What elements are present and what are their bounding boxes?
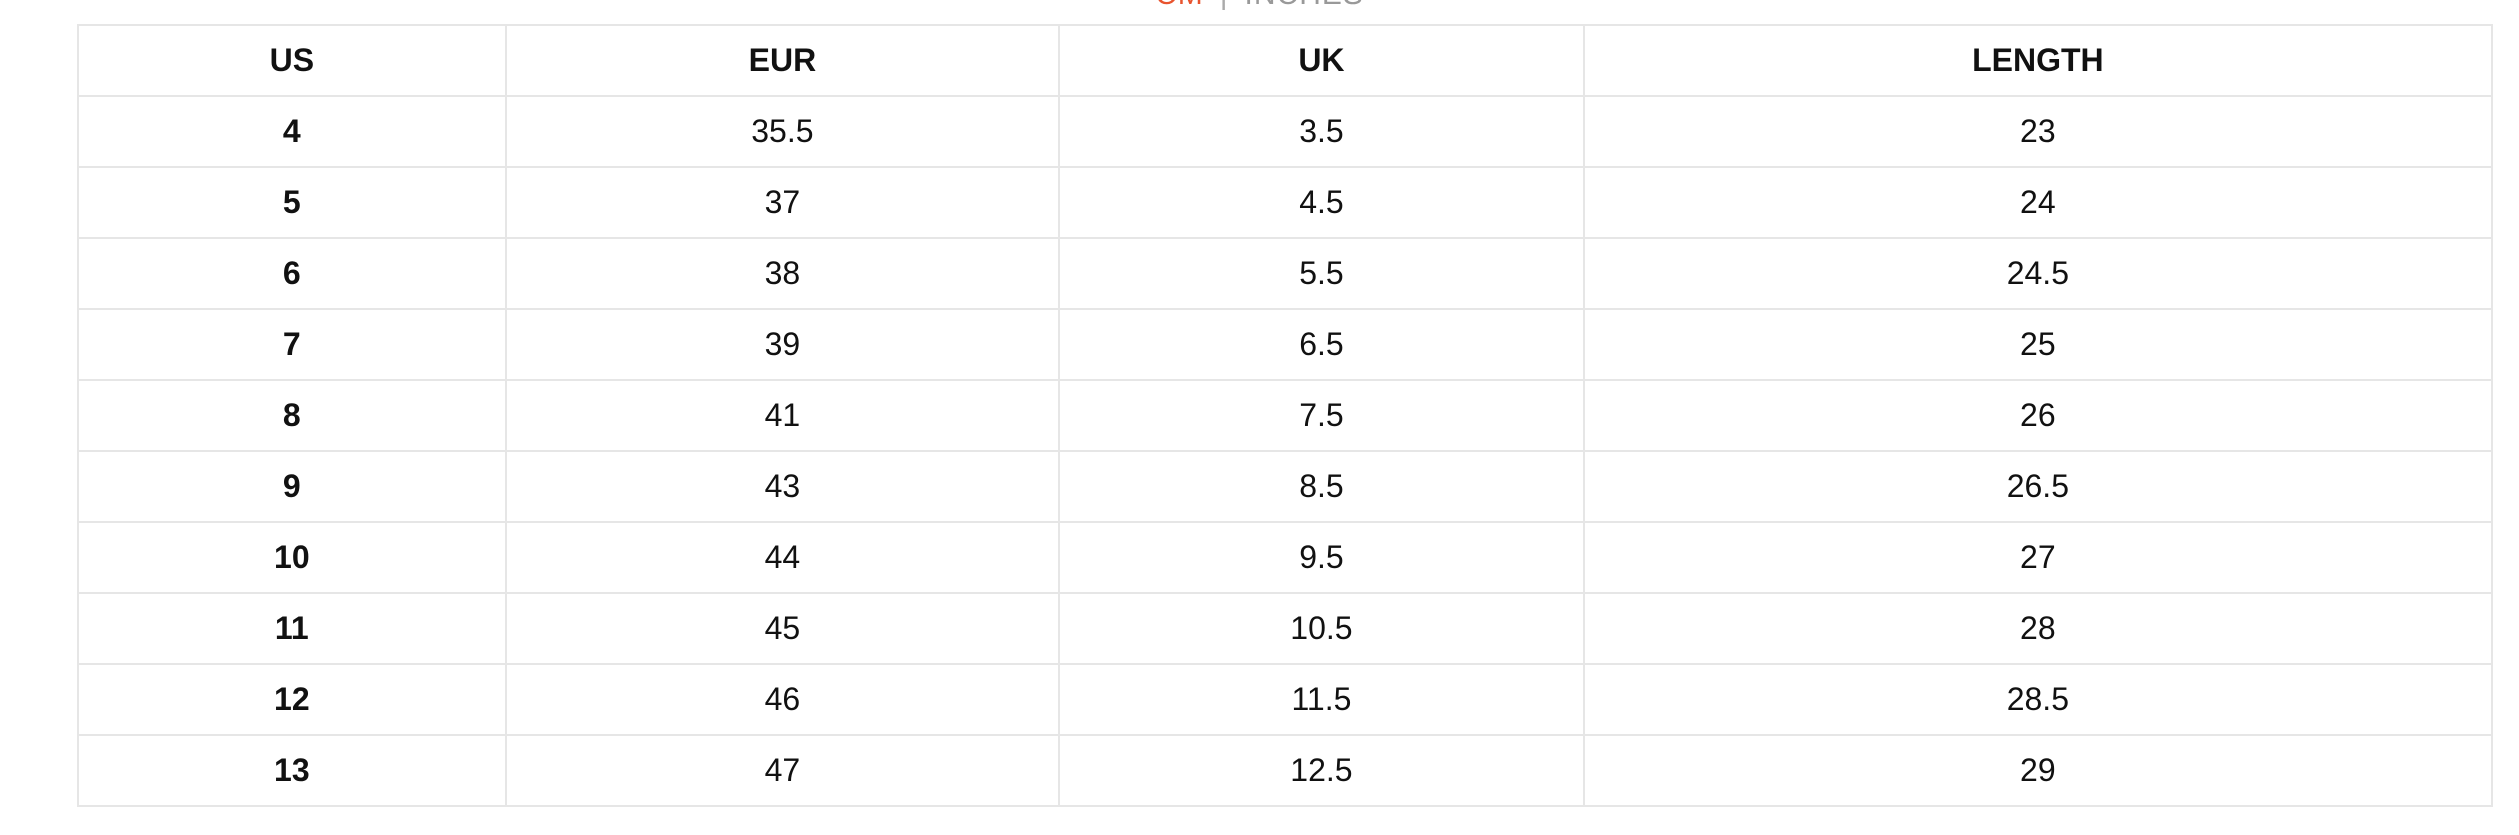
- header-uk: UK: [1058, 24, 1585, 97]
- cell-uk: 10.5: [1058, 592, 1585, 665]
- table-row: 5 37 4.5 24: [77, 166, 2494, 239]
- cell-length: 25: [1582, 308, 2494, 381]
- cell-eur: 38: [504, 237, 1061, 310]
- cell-us: 4: [77, 95, 507, 168]
- table-row: 4 35.5 3.5 23: [77, 95, 2494, 168]
- cell-us: 7: [77, 308, 507, 381]
- cell-uk: 9.5: [1058, 521, 1585, 594]
- cell-eur: 46: [504, 663, 1061, 736]
- cell-length: 23: [1582, 95, 2494, 168]
- cell-uk: 11.5: [1058, 663, 1585, 736]
- table-header-row: US EUR UK LENGTH: [77, 24, 2494, 97]
- cell-eur: 45: [504, 592, 1061, 665]
- cell-eur: 47: [504, 734, 1061, 807]
- cell-length: 27: [1582, 521, 2494, 594]
- cell-us: 9: [77, 450, 507, 523]
- header-length: LENGTH: [1582, 24, 2494, 97]
- cell-uk: 8.5: [1058, 450, 1585, 523]
- table-row: 9 43 8.5 26.5: [77, 450, 2494, 523]
- header-us: US: [77, 24, 507, 97]
- cell-uk: 3.5: [1058, 95, 1585, 168]
- cell-us: 5: [77, 166, 507, 239]
- cell-length: 26: [1582, 379, 2494, 452]
- table-row: 11 45 10.5 28: [77, 592, 2494, 665]
- table-row: 6 38 5.5 24.5: [77, 237, 2494, 310]
- header-eur: EUR: [504, 24, 1061, 97]
- cell-eur: 41: [504, 379, 1061, 452]
- size-chart-table: US EUR UK LENGTH 4 35.5 3.5 23 5 37 4.5 24 6 38 5.…: [77, 24, 2494, 807]
- cell-eur: 35.5: [504, 95, 1061, 168]
- unit-inches-button[interactable]: INCHES: [1245, 0, 1364, 11]
- cell-uk: 7.5: [1058, 379, 1585, 452]
- unit-separator: |: [1220, 0, 1229, 11]
- cell-uk: 6.5: [1058, 308, 1585, 381]
- table-row: 13 47 12.5 29: [77, 734, 2494, 807]
- cell-length: 24: [1582, 166, 2494, 239]
- cell-us: 12: [77, 663, 507, 736]
- cell-uk: 12.5: [1058, 734, 1585, 807]
- cell-uk: 4.5: [1058, 166, 1585, 239]
- cell-length: 26.5: [1582, 450, 2494, 523]
- cell-eur: 44: [504, 521, 1061, 594]
- cell-eur: 37: [504, 166, 1061, 239]
- cell-length: 28: [1582, 592, 2494, 665]
- unit-toggle: CM | INCHES: [0, 0, 2519, 12]
- cell-length: 24.5: [1582, 237, 2494, 310]
- cell-eur: 39: [504, 308, 1061, 381]
- unit-cm-button[interactable]: CM: [1155, 0, 1204, 11]
- cell-us: 10: [77, 521, 507, 594]
- table-row: 7 39 6.5 25: [77, 308, 2494, 381]
- table-row: 12 46 11.5 28.5: [77, 663, 2494, 736]
- cell-us: 8: [77, 379, 507, 452]
- cell-us: 13: [77, 734, 507, 807]
- cell-eur: 43: [504, 450, 1061, 523]
- table-row: 10 44 9.5 27: [77, 521, 2494, 594]
- cell-uk: 5.5: [1058, 237, 1585, 310]
- cell-length: 28.5: [1582, 663, 2494, 736]
- cell-us: 6: [77, 237, 507, 310]
- cell-us: 11: [77, 592, 507, 665]
- table-row: 8 41 7.5 26: [77, 379, 2494, 452]
- cell-length: 29: [1582, 734, 2494, 807]
